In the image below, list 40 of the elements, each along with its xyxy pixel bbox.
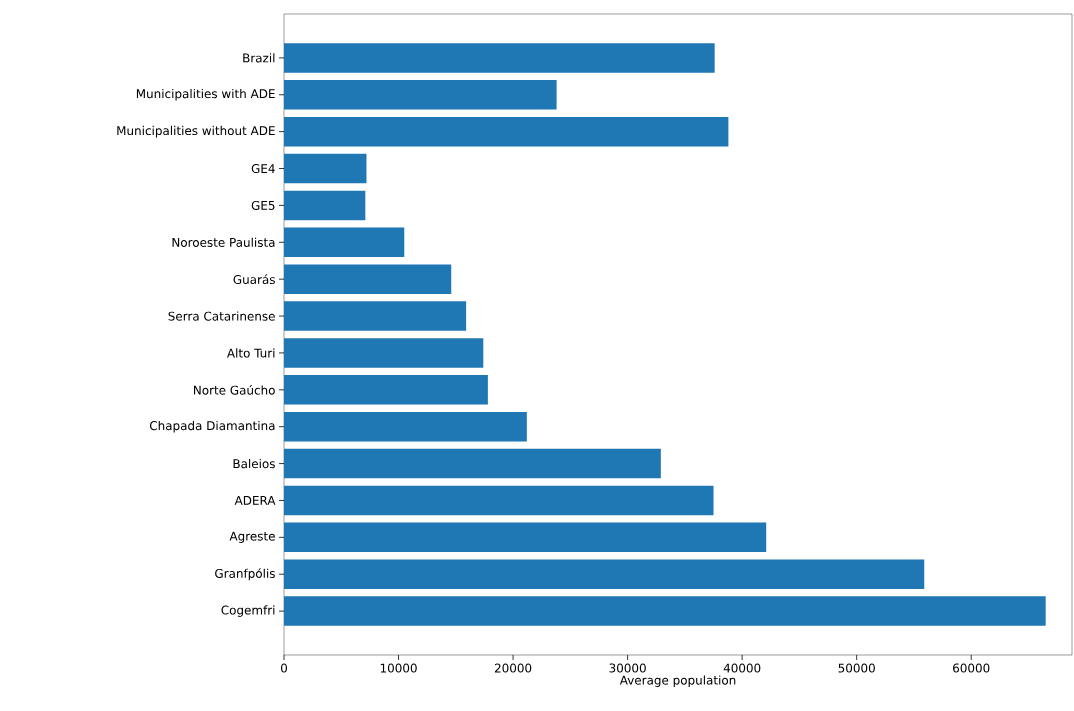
y-tick-label: Municipalities with ADE <box>136 88 275 101</box>
x-axis-title: Average population <box>619 675 736 687</box>
bar <box>284 227 405 258</box>
bar <box>284 338 484 368</box>
x-tick-label: 30000 <box>609 663 646 673</box>
bar <box>284 522 767 553</box>
y-tick-label: Municipalities without ADE <box>117 125 275 138</box>
y-tick-label: Cogemfri <box>221 605 275 617</box>
y-tick-label: Norte Gaúcho <box>194 384 275 395</box>
bar <box>284 411 527 442</box>
y-tick-label: Alto Turi <box>226 348 275 358</box>
x-tick-label: 60000 <box>953 663 990 673</box>
bar <box>284 596 1046 626</box>
y-tick-label: Granfpólis <box>215 568 275 581</box>
y-tick-label: GE5 <box>251 200 275 210</box>
x-tick-label: 40000 <box>723 663 761 673</box>
y-tick-label: Noroeste Paulista <box>172 237 275 247</box>
x-tick-label: 50000 <box>838 663 875 673</box>
x-tick-label: 20000 <box>494 663 532 673</box>
x-tick-label: 10000 <box>380 663 417 673</box>
bar <box>284 485 714 516</box>
y-tick-label: Baleios <box>233 458 275 469</box>
y-tick-label: Brazil <box>243 53 275 63</box>
bar <box>284 301 467 331</box>
y-tick-label: Chapada Diamantina <box>149 420 275 433</box>
y-tick-label: Guarás <box>233 274 275 285</box>
y-tick-label: GE4 <box>251 164 275 174</box>
bar <box>284 153 367 184</box>
y-tick-label: Agreste <box>229 531 275 543</box>
bar <box>284 43 715 73</box>
y-tick-label: Serra Catarinense <box>168 311 275 321</box>
bar <box>284 375 488 405</box>
bar <box>284 448 661 479</box>
bar <box>284 116 729 147</box>
bar <box>284 264 452 294</box>
y-tick-label: ADERA <box>234 496 276 505</box>
bar <box>284 190 366 221</box>
x-tick-label: 0 <box>280 663 288 673</box>
bar <box>284 559 925 589</box>
bar <box>284 80 557 110</box>
